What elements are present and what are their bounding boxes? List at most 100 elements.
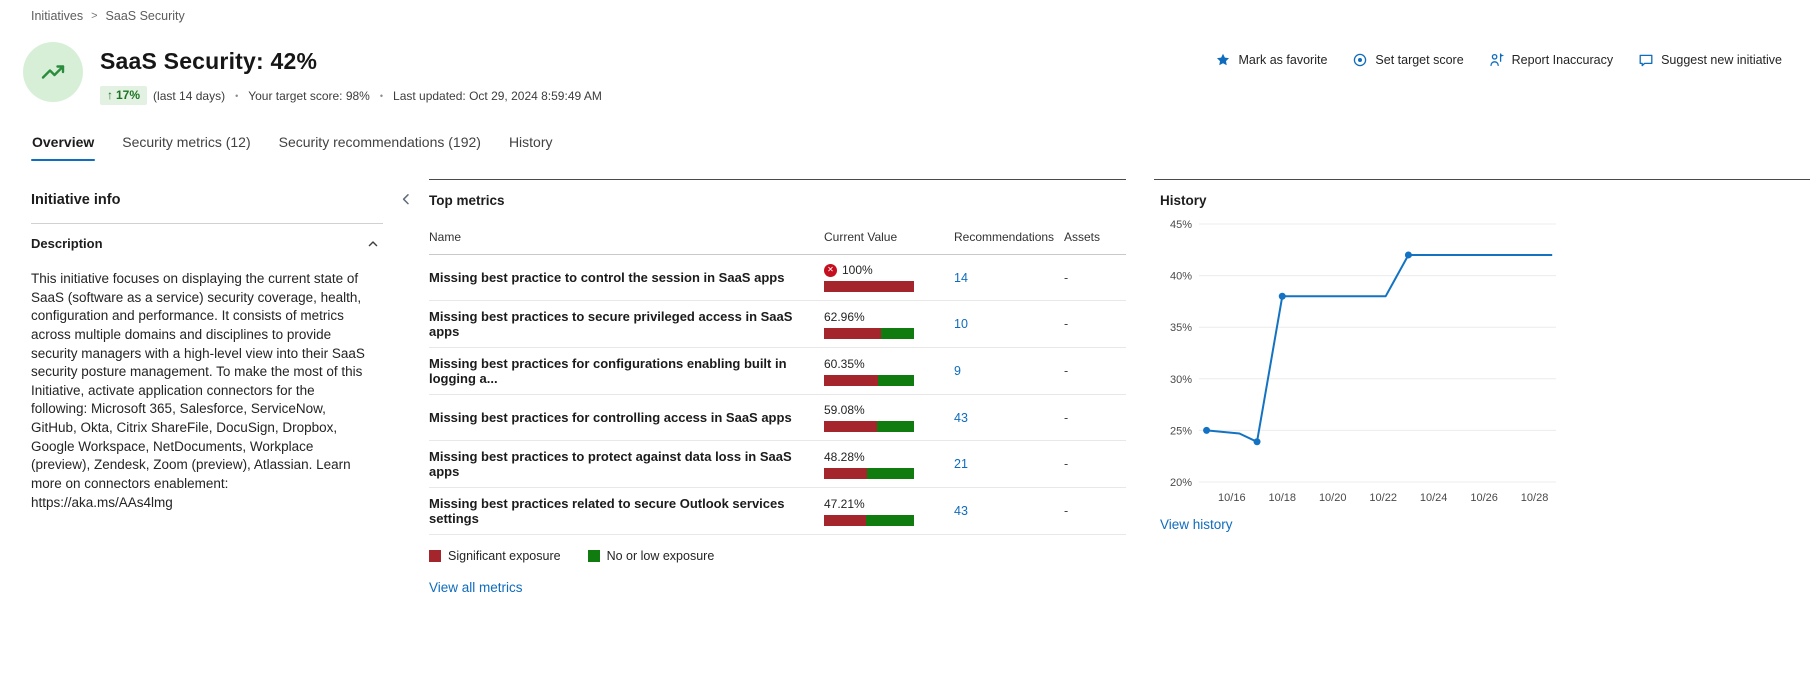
header-meta-row: ↑ 17% (last 14 days) • Your target score:… — [100, 86, 602, 105]
exposure-bar — [824, 514, 914, 526]
chevron-up-icon — [367, 238, 379, 250]
exposure-bar-low — [867, 467, 914, 479]
report-inaccuracy-button[interactable]: Report Inaccuracy — [1489, 52, 1613, 68]
metric-value-text: 59.08% — [824, 403, 865, 417]
tab-security-metrics[interactable]: Security metrics (12) — [122, 134, 251, 150]
breadcrumb-current: SaaS Security — [105, 9, 185, 23]
svg-text:40%: 40% — [1170, 271, 1192, 283]
metric-assets: - — [1064, 317, 1069, 331]
metric-current-value-cell: ✕ 47.21% — [824, 497, 954, 526]
target-icon — [1352, 52, 1368, 68]
collapse-panel-button[interactable] — [394, 187, 418, 211]
exposure-bar-low — [880, 327, 914, 339]
table-row: Missing best practice to control the ses… — [429, 255, 1126, 301]
history-title: History — [1160, 193, 1207, 208]
metric-value-text: 47.21% — [824, 496, 865, 511]
meta-separator: • — [235, 90, 239, 101]
svg-text:10/24: 10/24 — [1420, 492, 1448, 504]
column-header-name: Name — [429, 230, 462, 244]
tab-history[interactable]: History — [508, 134, 553, 150]
legend-swatch-low — [587, 550, 600, 562]
svg-text:10/28: 10/28 — [1521, 492, 1549, 504]
breadcrumb-initiatives[interactable]: Initiatives — [31, 9, 84, 23]
collapse-column — [383, 179, 429, 211]
metric-name[interactable]: Missing best practices for controlling a… — [429, 410, 792, 425]
trend-badge: ↑ 17% — [100, 86, 148, 105]
trend-period-label: (last 14 days) — [153, 88, 226, 103]
recommendations-link[interactable]: 43 — [954, 410, 968, 425]
exposure-bar-significant — [824, 467, 868, 479]
metric-name[interactable]: Missing best practices for configuration… — [429, 356, 787, 386]
last-updated-label: Last updated: Oct 29, 2024 8:59:49 AM — [393, 88, 602, 103]
action-label: Mark as favorite — [1238, 53, 1328, 67]
header-main: SaaS Security: 42% ↑ 17% (last 14 days) •… — [100, 42, 602, 105]
mark-as-favorite-button[interactable]: Mark as favorite — [1215, 52, 1327, 68]
svg-text:10/20: 10/20 — [1319, 492, 1347, 504]
target-score-label: Your target score: 98% — [248, 88, 370, 103]
set-target-score-button[interactable]: Set target score — [1352, 52, 1464, 68]
svg-text:10/26: 10/26 — [1470, 492, 1498, 504]
page-title: SaaS Security: 42% — [100, 48, 318, 74]
tab-bar: Overview Security metrics (12) Security … — [0, 128, 1810, 161]
suggest-new-initiative-button[interactable]: Suggest new initiative — [1638, 52, 1782, 68]
exposure-bar-significant — [824, 281, 914, 292]
content: Initiative info Description This initiat… — [0, 179, 1810, 597]
view-history-link[interactable]: View history — [1160, 517, 1233, 532]
metric-current-value-cell: ✕ 48.28% — [824, 450, 954, 479]
svg-text:25%: 25% — [1170, 425, 1192, 437]
recommendations-link[interactable]: 43 — [954, 504, 968, 518]
metric-name[interactable]: Missing best practices to secure privile… — [429, 309, 793, 339]
metric-value-text: 48.28% — [824, 449, 865, 464]
metric-current-value-cell: ✕ 100% — [824, 263, 954, 292]
header-actions: Mark as favorite Set target score Report… — [1215, 52, 1782, 68]
metric-current-value-cell: ✕ 62.96% — [824, 310, 954, 339]
exposure-bar — [824, 421, 914, 432]
tab-security-recommendations[interactable]: Security recommendations (192) — [278, 134, 481, 150]
exposure-bar-significant — [824, 421, 878, 432]
initiative-description: This initiative focuses on displaying th… — [31, 271, 365, 510]
recommendations-link[interactable]: 10 — [954, 317, 968, 331]
report-flag-icon — [1489, 52, 1505, 68]
exposure-bar-low — [878, 374, 914, 386]
exposure-bar — [824, 374, 914, 386]
svg-text:10/16: 10/16 — [1218, 492, 1246, 504]
description-section-header[interactable]: Description — [31, 224, 383, 260]
svg-text:10/22: 10/22 — [1369, 492, 1397, 504]
metric-name[interactable]: Missing best practice to control the ses… — [429, 270, 785, 285]
top-metrics-title: Top metrics — [429, 193, 505, 208]
action-label: Set target score — [1375, 53, 1464, 67]
exposure-bar — [824, 327, 914, 339]
metric-assets: - — [1064, 504, 1069, 518]
page-header: SaaS Security: 42% ↑ 17% (last 14 days) •… — [0, 42, 1810, 105]
recommendations-link[interactable]: 21 — [954, 457, 968, 471]
metric-name[interactable]: Missing best practices related to secure… — [429, 496, 785, 526]
divider — [31, 223, 383, 224]
legend-label: Significant exposure — [448, 549, 561, 563]
table-row: Missing best practices for controlling a… — [429, 395, 1126, 441]
svg-text:30%: 30% — [1170, 374, 1192, 386]
recommendations-link[interactable]: 14 — [954, 270, 968, 285]
legend-swatch-significant — [429, 550, 441, 562]
exposure-bar — [824, 467, 914, 479]
metric-value-text: 100% — [842, 263, 873, 277]
breadcrumb: Initiatives > SaaS Security — [0, 0, 1810, 23]
metrics-table-header: Name Current Value Recommendations Asset… — [429, 222, 1126, 255]
view-all-metrics-link[interactable]: View all metrics — [429, 580, 523, 595]
tab-overview[interactable]: Overview — [31, 128, 96, 161]
table-row: Missing best practices related to secure… — [429, 488, 1126, 535]
initiative-avatar — [23, 42, 83, 102]
metric-assets: - — [1064, 410, 1069, 425]
metric-name[interactable]: Missing best practices to protect agains… — [429, 449, 792, 479]
recommendations-link[interactable]: 9 — [954, 364, 961, 378]
metrics-table: Name Current Value Recommendations Asset… — [429, 222, 1126, 535]
metric-assets: - — [1064, 457, 1069, 471]
trend-up-icon — [38, 57, 68, 87]
svg-text:20%: 20% — [1170, 477, 1192, 489]
meta-separator: • — [379, 90, 384, 101]
exposure-bar-significant — [824, 327, 881, 339]
star-icon — [1215, 52, 1231, 68]
critical-x-icon: ✕ — [824, 263, 837, 277]
initiative-info-title: Initiative info — [31, 192, 121, 208]
history-chart: 45% 40% 35% 30% 25% 20% 10/16 10/18 10/20 10/22 10… — [1170, 219, 1556, 504]
exposure-bar — [824, 281, 914, 292]
